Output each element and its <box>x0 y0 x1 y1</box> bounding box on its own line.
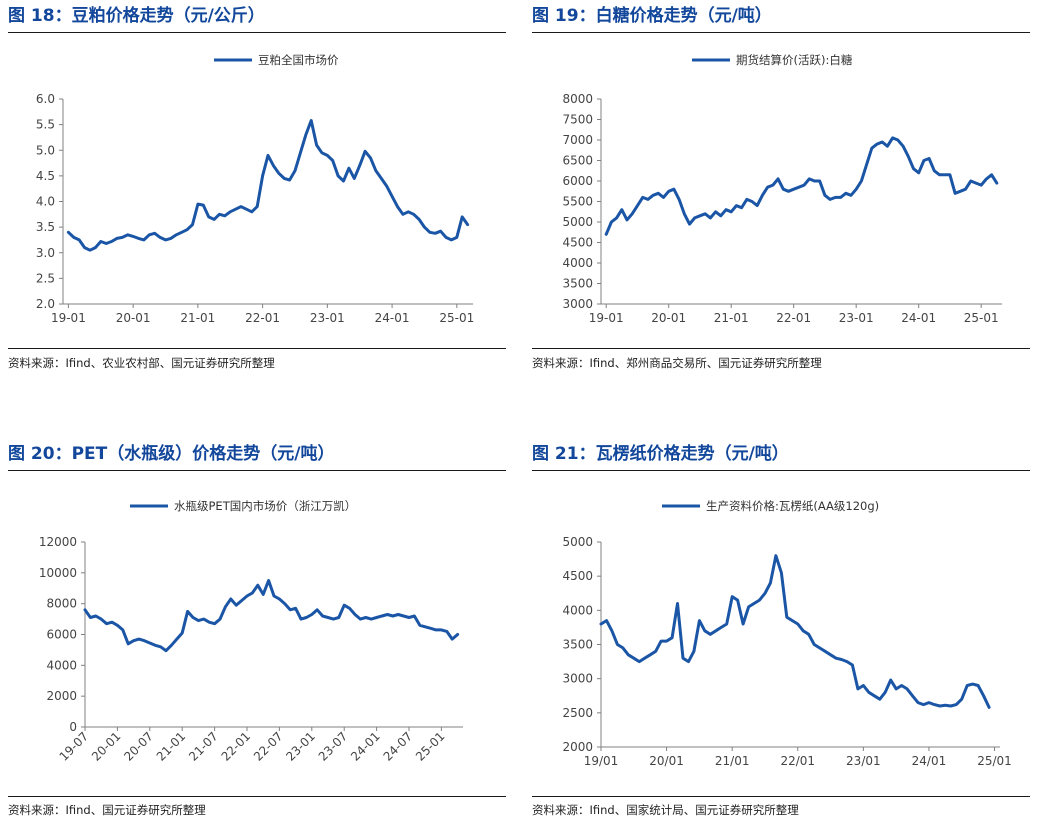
legend-label: 水瓶级PET国内市场价（浙江万凯） <box>174 499 356 513</box>
x-tick-label: 20/01 <box>649 754 684 768</box>
series-line <box>66 119 470 252</box>
x-tick-label: 22-01 <box>219 729 254 764</box>
y-tick-label: 10000 <box>39 566 77 580</box>
y-tick-label: 5.5 <box>36 118 55 132</box>
y-tick-label: 5000 <box>562 215 593 229</box>
x-tick-label: 24-07 <box>381 729 416 764</box>
x-tick-label: 25-01 <box>439 311 474 325</box>
x-tick-label: 25-01 <box>413 729 448 764</box>
y-tick-label: 4000 <box>562 603 593 617</box>
x-tick-label: 19-01 <box>51 311 86 325</box>
series-line <box>83 579 460 653</box>
y-tick-label: 6.0 <box>36 92 55 106</box>
y-tick-label: 4500 <box>562 236 593 250</box>
x-tick-label: 24/01 <box>912 754 947 768</box>
y-tick-label: 8000 <box>46 597 77 611</box>
y-tick-label: 5500 <box>562 195 593 209</box>
x-tick-label: 22/01 <box>780 754 815 768</box>
panel-fig20: 图 20：PET（水瓶级）价格走势（元/吨） 0 2000 4000 6000 8000… <box>8 440 508 826</box>
source-note: 资料来源：Ifind、国家统计局、国元证券研究所整理 <box>532 803 799 817</box>
panel-title: 图 20：PET（水瓶级）价格走势（元/吨） <box>8 444 335 464</box>
y-tick-label: 6000 <box>46 628 77 642</box>
y-tick-label: 3.5 <box>36 220 55 234</box>
x-tick-label: 23/01 <box>846 754 881 768</box>
source-note: 资料来源：Ifind、郑州商品交易所、国元证券研究所整理 <box>532 356 822 370</box>
price-chart: 2.0 2.5 3.0 3.5 4.0 4.5 5.0 5.5 6.0 19-01 20-01 21-… <box>36 53 474 325</box>
x-tick-label: 24-01 <box>901 311 936 325</box>
title-underline <box>8 470 506 471</box>
y-tick-label: 2.0 <box>36 297 55 311</box>
y-tick-label: 3500 <box>562 638 593 652</box>
panel-fig21: 图 21：瓦楞纸价格走势（元/吨） 2000 2500 3000 3500 4000 45… <box>532 440 1032 826</box>
x-tick-label: 21/01 <box>715 754 750 768</box>
y-tick-label: 2.5 <box>36 271 55 285</box>
x-tick-label: 24-01 <box>348 729 383 764</box>
x-tick-label: 20-01 <box>116 311 151 325</box>
y-tick-label: 4500 <box>562 569 593 583</box>
y-tick-label: 3500 <box>562 277 593 291</box>
x-tick-label: 25/01 <box>977 754 1012 768</box>
y-tick-label: 12000 <box>39 535 77 549</box>
x-tick-label: 20-01 <box>651 311 686 325</box>
title-underline <box>532 32 1030 33</box>
series-line <box>604 136 999 236</box>
price-chart: 2000 2500 3000 3500 4000 4500 5000 19/01 20/01 21… <box>562 499 1012 768</box>
y-tick-label: 2500 <box>562 706 593 720</box>
y-tick-label: 7500 <box>562 113 593 127</box>
x-tick-label: 21-01 <box>180 311 215 325</box>
panel-title: 图 18：豆粕价格走势（元/公斤） <box>8 6 265 26</box>
x-tick-label: 25-01 <box>964 311 999 325</box>
price-chart: 0 2000 4000 6000 8000 10000 12000 19-0720-0120-… <box>39 499 463 764</box>
title-underline <box>532 470 1030 471</box>
panel-fig19: 图 19：白糖价格走势（元/吨） 3000 3500 4000 4500 5000 550… <box>532 2 1032 382</box>
y-tick-label: 5000 <box>562 535 593 549</box>
x-tick-label: 23-07 <box>316 729 351 764</box>
panel-fig18: 图 18：豆粕价格走势（元/公斤） 2.0 2.5 3.0 3.5 4.0 4.5 5.0 5… <box>8 2 508 382</box>
y-tick-label: 2000 <box>46 689 77 703</box>
x-tick-label: 24-01 <box>375 311 410 325</box>
x-tick-label: 22-01 <box>776 311 811 325</box>
x-tick-label: 22-07 <box>251 729 286 764</box>
x-tick-label: 19-01 <box>589 311 624 325</box>
x-tick-label: 20-01 <box>89 729 124 764</box>
y-tick-label: 3.0 <box>36 246 55 260</box>
y-tick-label: 7000 <box>562 133 593 147</box>
x-tick-label: 20-07 <box>121 729 156 764</box>
source-note: 资料来源：Ifind、农业农村部、国元证券研究所整理 <box>8 356 275 370</box>
y-tick-label: 8000 <box>562 92 593 106</box>
x-tick-label: 23-01 <box>310 311 345 325</box>
x-tick-label: 21-07 <box>186 729 221 764</box>
y-tick-label: 6500 <box>562 154 593 168</box>
y-tick-label: 4.5 <box>36 169 55 183</box>
series-line <box>599 554 991 709</box>
title-underline <box>8 32 506 33</box>
legend-label: 豆粕全国市场价 <box>258 53 339 67</box>
y-tick-label: 5.0 <box>36 143 55 157</box>
x-tick-label: 19/01 <box>584 754 619 768</box>
source-rule <box>532 348 1030 349</box>
price-chart: 3000 3500 4000 4500 5000 5500 6000 6500 7000 7500… <box>562 53 1002 325</box>
source-rule <box>8 348 506 349</box>
x-tick-label: 22-01 <box>245 311 280 325</box>
x-tick-label: 21-01 <box>154 729 189 764</box>
legend-label: 生产资料价格:瓦楞纸(AA级120g) <box>706 499 879 513</box>
y-tick-label: 3000 <box>562 672 593 686</box>
x-tick-label: 19-07 <box>57 729 92 764</box>
x-tick-label: 23-01 <box>283 729 318 764</box>
x-tick-label: 21-01 <box>714 311 749 325</box>
y-tick-label: 4000 <box>562 256 593 270</box>
source-rule <box>8 796 506 797</box>
panel-title: 图 21：瓦楞纸价格走势（元/吨） <box>532 444 789 464</box>
y-tick-label: 0 <box>69 720 77 734</box>
x-tick-label: 23-01 <box>839 311 874 325</box>
y-tick-label: 6000 <box>562 174 593 188</box>
y-tick-label: 4000 <box>46 658 77 672</box>
y-tick-label: 4.0 <box>36 195 55 209</box>
panel-title: 图 19：白糖价格走势（元/吨） <box>532 6 772 26</box>
y-tick-label: 2000 <box>562 740 593 754</box>
source-note: 资料来源：Ifind、国元证券研究所整理 <box>8 803 206 817</box>
source-rule <box>532 796 1030 797</box>
y-tick-label: 3000 <box>562 297 593 311</box>
legend-label: 期货结算价(活跃):白糖 <box>736 53 853 67</box>
